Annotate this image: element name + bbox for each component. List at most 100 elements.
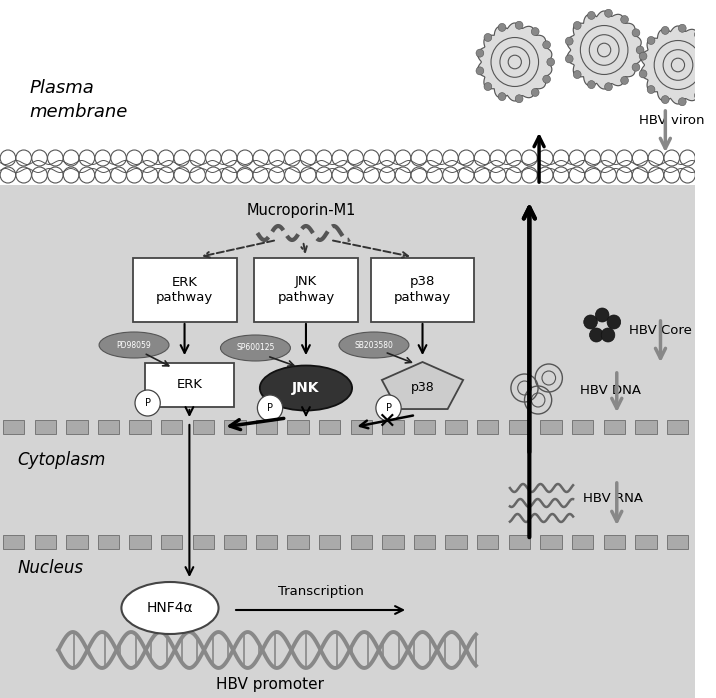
Ellipse shape (99, 332, 169, 358)
Bar (445, 420, 467, 434)
Bar (508, 420, 530, 434)
Bar (477, 420, 498, 434)
Ellipse shape (221, 335, 291, 361)
Circle shape (566, 55, 573, 63)
Circle shape (588, 80, 595, 89)
Circle shape (142, 150, 158, 166)
Circle shape (379, 167, 395, 183)
Circle shape (553, 167, 569, 183)
Circle shape (427, 150, 442, 166)
Circle shape (574, 70, 581, 79)
Ellipse shape (122, 582, 218, 634)
Circle shape (348, 167, 364, 183)
Circle shape (442, 150, 458, 166)
Circle shape (616, 167, 632, 183)
Circle shape (632, 64, 640, 71)
Bar (477, 535, 498, 549)
Text: Cytoplasm: Cytoplasm (17, 451, 106, 469)
Circle shape (476, 67, 484, 75)
Circle shape (111, 167, 126, 183)
Circle shape (632, 29, 640, 37)
Circle shape (285, 150, 300, 166)
Circle shape (506, 150, 521, 166)
Circle shape (648, 167, 664, 183)
Circle shape (127, 167, 142, 183)
Circle shape (63, 167, 79, 183)
Bar (541, 535, 561, 549)
Circle shape (364, 150, 379, 166)
Bar (66, 535, 87, 549)
Text: HBV DNA: HBV DNA (580, 383, 641, 396)
Circle shape (585, 167, 601, 183)
Circle shape (0, 167, 16, 183)
FancyBboxPatch shape (371, 258, 475, 322)
Circle shape (632, 150, 648, 166)
Bar (224, 420, 246, 434)
Circle shape (601, 328, 615, 342)
Circle shape (547, 58, 555, 66)
Circle shape (639, 52, 647, 60)
Circle shape (498, 93, 506, 101)
Polygon shape (478, 23, 552, 101)
Circle shape (395, 167, 411, 183)
Circle shape (127, 150, 142, 166)
Polygon shape (641, 26, 715, 104)
Circle shape (601, 167, 616, 183)
Circle shape (538, 167, 553, 183)
Circle shape (506, 167, 521, 183)
Bar (66, 420, 87, 434)
Ellipse shape (260, 366, 352, 410)
Circle shape (458, 150, 474, 166)
Polygon shape (567, 11, 642, 89)
Circle shape (584, 315, 597, 329)
Circle shape (395, 150, 411, 166)
Circle shape (695, 31, 702, 38)
Circle shape (553, 150, 569, 166)
Text: Transcription: Transcription (278, 586, 364, 598)
Circle shape (632, 167, 648, 183)
Circle shape (484, 82, 492, 91)
Text: SB203580: SB203580 (354, 341, 393, 350)
Bar (287, 420, 309, 434)
Text: P: P (145, 398, 150, 408)
Bar (193, 535, 214, 549)
Circle shape (135, 390, 160, 416)
Circle shape (332, 167, 347, 183)
FancyBboxPatch shape (254, 258, 358, 322)
Circle shape (616, 150, 632, 166)
Circle shape (498, 24, 506, 31)
Bar (604, 535, 625, 549)
Bar (3, 535, 24, 549)
Circle shape (585, 150, 601, 166)
Bar (319, 420, 340, 434)
Circle shape (679, 98, 686, 105)
Circle shape (596, 308, 609, 322)
Circle shape (32, 150, 47, 166)
Circle shape (490, 167, 505, 183)
Circle shape (516, 21, 523, 29)
Circle shape (588, 11, 595, 20)
Text: HBV promoter: HBV promoter (216, 678, 324, 692)
Text: SP600125: SP600125 (236, 343, 275, 352)
Circle shape (158, 167, 174, 183)
Circle shape (364, 167, 379, 183)
Circle shape (490, 150, 505, 166)
Bar (414, 535, 435, 549)
Circle shape (174, 150, 190, 166)
Circle shape (32, 167, 47, 183)
Circle shape (47, 150, 63, 166)
Text: ✕: ✕ (377, 412, 396, 432)
Text: P: P (267, 403, 273, 413)
Text: HBV Core: HBV Core (629, 323, 692, 336)
Text: p38
pathway: p38 pathway (394, 276, 451, 304)
Circle shape (376, 395, 401, 421)
Circle shape (95, 167, 110, 183)
Bar (572, 420, 594, 434)
Ellipse shape (339, 332, 409, 358)
Circle shape (662, 96, 669, 103)
Circle shape (538, 150, 553, 166)
Circle shape (637, 46, 644, 54)
Circle shape (648, 150, 664, 166)
Circle shape (531, 27, 539, 36)
Circle shape (476, 49, 484, 57)
